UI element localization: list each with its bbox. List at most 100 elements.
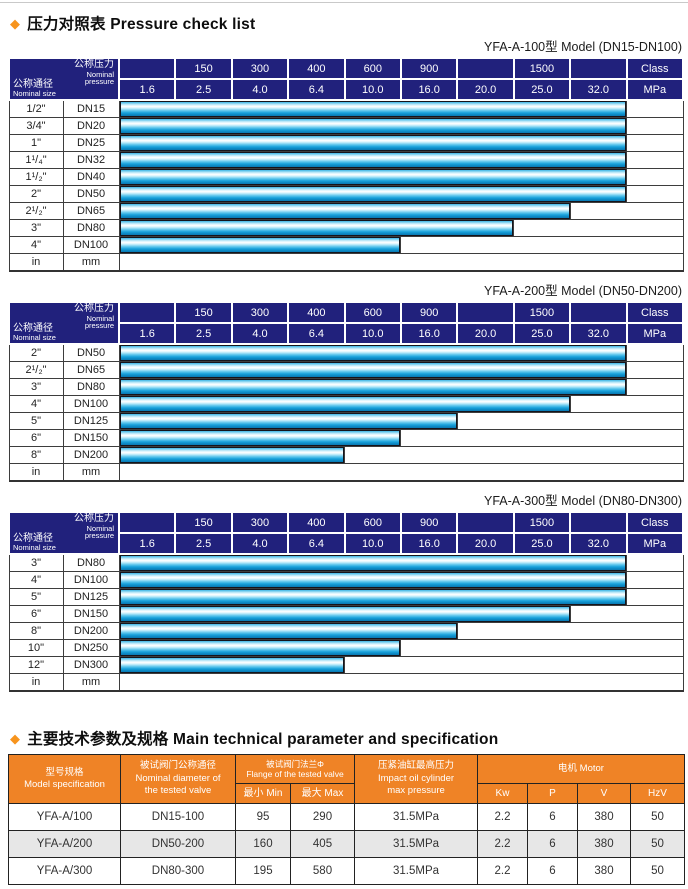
corner-bottom-label: 公称通径 Nominal size bbox=[13, 322, 56, 343]
inch-cell: 4" bbox=[8, 395, 64, 413]
empty-range-cell bbox=[626, 134, 684, 152]
diamond-icon: ◆ bbox=[10, 15, 21, 31]
mpa-header-cell: 20.0 bbox=[456, 532, 515, 555]
mpa-header-cell: 20.0 bbox=[456, 322, 515, 345]
class-header-cell bbox=[569, 511, 628, 534]
inch-cell: 12" bbox=[8, 656, 64, 674]
inch-cell: 2" bbox=[8, 343, 64, 362]
mpa-header-cell: 2.5 bbox=[174, 322, 233, 345]
class-header-row: 公称压力 Nominal pressure 公称通径 Nominal size 15… bbox=[8, 301, 685, 345]
mpa-header-cell: 10.0 bbox=[343, 532, 402, 555]
empty-range-cell bbox=[569, 395, 684, 413]
unit-inch-cell: in bbox=[8, 463, 64, 482]
pressure-table-100: 公称压力 Nominal pressure 公称通径 Nominal size 15… bbox=[8, 57, 685, 272]
spec-header-min: 最小 Min bbox=[235, 783, 291, 804]
pressure-bar-cell bbox=[118, 588, 628, 606]
spec-pressure-cell: 31.5MPa bbox=[354, 803, 478, 831]
pressure-range-bar bbox=[119, 430, 401, 446]
spec-model-cell: YFA-A/100 bbox=[8, 803, 121, 831]
mpa-header-cell: 1.6 bbox=[117, 532, 177, 555]
table-row: 10" DN250 bbox=[8, 639, 684, 657]
table-row: 3" DN80 bbox=[8, 378, 684, 396]
class-header-cell bbox=[117, 511, 177, 534]
spec-header-pressure: 压紧油缸最高压力 Impact oil cylinder max pressur… bbox=[354, 754, 478, 804]
pressure-range-bar bbox=[119, 152, 627, 168]
mpa-header-cell: 6.4 bbox=[287, 532, 346, 555]
unit-row: in mm bbox=[8, 463, 684, 482]
table-row: 5" DN125 bbox=[8, 412, 684, 430]
class-header-cell bbox=[117, 57, 177, 80]
spec-v-cell: 380 bbox=[577, 803, 631, 831]
pressure-bar-cell bbox=[118, 446, 346, 464]
mpa-header-cell: 25.0 bbox=[512, 78, 572, 101]
spec-row: YFA-A/100 DN15-100 95 290 31.5MPa 2.2 6 … bbox=[8, 803, 685, 831]
inch-cell: 2¹/₂" bbox=[8, 361, 64, 379]
mpa-header-row: 1.6 2.5 4.0 6.4 10.0 16.0 20.0 25.0 32.0… bbox=[9, 78, 685, 101]
dn-cell: DN80 bbox=[62, 219, 120, 237]
mpa-header-cell: 2.5 bbox=[174, 78, 233, 101]
empty-range-cell bbox=[569, 605, 684, 623]
spec-diameter-cell: DN50-200 bbox=[120, 830, 236, 858]
class-header-cell: 1500 bbox=[512, 301, 572, 324]
pressure-bar-cell bbox=[118, 134, 628, 152]
pressure-range-bar bbox=[119, 572, 627, 588]
inch-cell: 10" bbox=[8, 639, 64, 657]
section-title-text: 压力对照表 Pressure check list bbox=[27, 16, 256, 33]
class-header-cell bbox=[569, 301, 628, 324]
pressure-bar-cell bbox=[118, 219, 515, 237]
mpa-header-cell: 10.0 bbox=[343, 322, 402, 345]
table-row: 8" DN200 bbox=[8, 446, 684, 464]
spec-p-cell: 6 bbox=[527, 830, 578, 858]
corner-header-cell: 公称压力 Nominal pressure 公称通径 Nominal size bbox=[8, 511, 120, 555]
class-header-cell: 600 bbox=[343, 301, 402, 324]
dn-cell: DN65 bbox=[62, 361, 120, 379]
pressure-range-bar bbox=[119, 169, 627, 185]
mpa-header-cell: MPa bbox=[625, 78, 685, 101]
inch-cell: 4" bbox=[8, 236, 64, 254]
class-header-row: 公称压力 Nominal pressure 公称通径 Nominal size 15… bbox=[8, 511, 685, 555]
empty-range-cell bbox=[344, 446, 684, 464]
empty-range-cell bbox=[626, 553, 684, 572]
mpa-header-cell: 25.0 bbox=[512, 322, 572, 345]
dn-cell: DN100 bbox=[62, 236, 120, 254]
class-header-cell: 300 bbox=[230, 301, 290, 324]
table-row: 4" DN100 bbox=[8, 395, 684, 413]
empty-range-cell bbox=[626, 151, 684, 169]
table-row: 8" DN200 bbox=[8, 622, 684, 640]
pressure-range-bar bbox=[119, 555, 627, 571]
dn-cell: DN300 bbox=[62, 656, 120, 674]
spec-header-flange: 被试阀门法兰Φ Flange of the tested valve bbox=[235, 754, 355, 784]
inch-cell: 3/4" bbox=[8, 117, 64, 135]
table-row: 1/2" DN15 bbox=[8, 99, 684, 118]
pressure-range-bar bbox=[119, 396, 570, 412]
spec-header-model: 型号规格 Model specification bbox=[8, 754, 121, 804]
empty-range-cell bbox=[626, 361, 684, 379]
class-header-cell bbox=[456, 511, 515, 534]
table-caption-200: YFA-A-200型 Model (DN50-DN200) bbox=[484, 284, 682, 298]
mpa-header-cell: 16.0 bbox=[399, 322, 459, 345]
spec-header-kw: Kw bbox=[477, 783, 528, 804]
dn-cell: DN200 bbox=[62, 446, 120, 464]
dn-cell: DN50 bbox=[62, 185, 120, 203]
pressure-range-bar bbox=[119, 447, 345, 463]
pressure-range-bar bbox=[119, 606, 570, 622]
pressure-bar-cell bbox=[118, 99, 628, 118]
empty-range-cell bbox=[626, 185, 684, 203]
inch-cell: 6" bbox=[8, 605, 64, 623]
unit-mm-cell: mm bbox=[62, 673, 120, 692]
spec-pressure-cell: 31.5MPa bbox=[354, 830, 478, 858]
pressure-bar-cell bbox=[118, 639, 402, 657]
unit-row: in mm bbox=[8, 673, 684, 692]
dn-cell: DN150 bbox=[62, 429, 120, 447]
spec-p-cell: 6 bbox=[527, 857, 578, 885]
inch-cell: 5" bbox=[8, 588, 64, 606]
empty-range-cell bbox=[344, 656, 684, 674]
spec-hz-cell: 50 bbox=[630, 830, 685, 858]
mpa-header-cell: 2.5 bbox=[174, 532, 233, 555]
class-header-cell: Class bbox=[625, 57, 685, 80]
spec-min-cell: 95 bbox=[235, 803, 291, 831]
pressure-bar-cell bbox=[118, 378, 628, 396]
class-header-cell: 1500 bbox=[512, 511, 572, 534]
pressure-range-bar bbox=[119, 220, 514, 236]
class-header-cell: 1500 bbox=[512, 57, 572, 80]
